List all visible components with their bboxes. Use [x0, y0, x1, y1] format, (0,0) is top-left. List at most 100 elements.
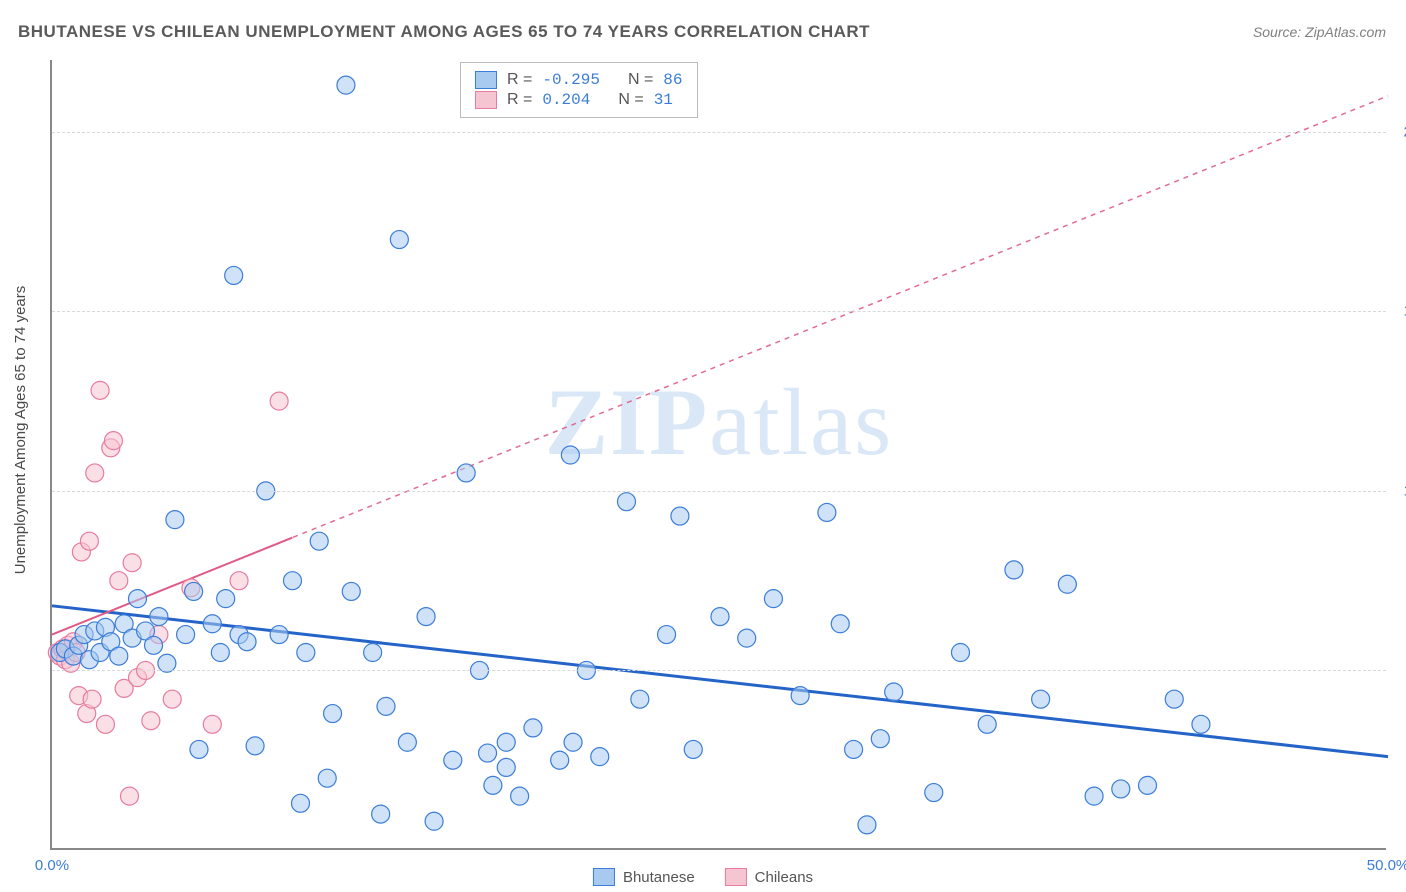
scatter-point	[310, 532, 328, 550]
scatter-point	[497, 733, 515, 751]
scatter-point	[123, 554, 141, 572]
scatter-point	[511, 787, 529, 805]
scatter-chart	[52, 60, 1388, 850]
scatter-point	[1112, 780, 1130, 798]
gridline-h	[52, 491, 1386, 492]
scatter-point	[617, 493, 635, 511]
scatter-point	[96, 715, 114, 733]
y-tick-label: 15.0%	[1391, 303, 1406, 320]
gridline-h	[52, 670, 1386, 671]
scatter-point	[398, 733, 416, 751]
scatter-point	[80, 532, 98, 550]
scatter-point	[203, 715, 221, 733]
scatter-point	[444, 751, 462, 769]
scatter-point	[738, 629, 756, 647]
gridline-h	[52, 311, 1386, 312]
legend-label: Bhutanese	[623, 869, 695, 886]
correlation-stats-box: R = -0.295 N = 86 R = 0.204 N = 31	[460, 62, 698, 118]
legend-bottom: Bhutanese Chileans	[593, 868, 813, 886]
scatter-point	[372, 805, 390, 823]
scatter-point	[858, 816, 876, 834]
swatch-blue	[475, 71, 497, 89]
r-value: -0.295	[542, 71, 600, 89]
scatter-point	[1032, 690, 1050, 708]
scatter-point	[484, 776, 502, 794]
trend-line-bhutanese	[52, 606, 1388, 757]
swatch-blue	[593, 868, 615, 886]
legend-item-bhutanese: Bhutanese	[593, 868, 695, 886]
n-value: 31	[654, 91, 673, 109]
scatter-point	[1192, 715, 1210, 733]
scatter-point	[561, 446, 579, 464]
scatter-point	[145, 636, 163, 654]
scatter-point	[425, 812, 443, 830]
scatter-point	[764, 590, 782, 608]
scatter-point	[318, 769, 336, 787]
scatter-point	[211, 644, 229, 662]
n-value: 86	[663, 71, 682, 89]
scatter-point	[845, 740, 863, 758]
scatter-point	[297, 644, 315, 662]
stats-row-bhutanese: R = -0.295 N = 86	[475, 71, 683, 89]
scatter-point	[631, 690, 649, 708]
n-label: N =	[628, 71, 653, 89]
scatter-point	[83, 690, 101, 708]
scatter-point	[246, 737, 264, 755]
swatch-pink	[725, 868, 747, 886]
scatter-point	[270, 626, 288, 644]
scatter-point	[978, 715, 996, 733]
scatter-point	[166, 511, 184, 529]
scatter-point	[342, 582, 360, 600]
n-label: N =	[618, 91, 643, 109]
scatter-point	[283, 572, 301, 590]
r-value: 0.204	[542, 91, 590, 109]
y-axis-label: Unemployment Among Ages 65 to 74 years	[12, 286, 29, 575]
scatter-point	[497, 758, 515, 776]
scatter-point	[457, 464, 475, 482]
chart-title: BHUTANESE VS CHILEAN UNEMPLOYMENT AMONG …	[18, 22, 870, 42]
legend-label: Chileans	[755, 869, 813, 886]
scatter-point	[925, 784, 943, 802]
scatter-point	[120, 787, 138, 805]
scatter-point	[658, 626, 676, 644]
scatter-point	[1005, 561, 1023, 579]
scatter-point	[337, 76, 355, 94]
scatter-point	[91, 381, 109, 399]
scatter-point	[818, 503, 836, 521]
scatter-point	[86, 464, 104, 482]
scatter-point	[291, 794, 309, 812]
scatter-point	[270, 392, 288, 410]
scatter-point	[225, 266, 243, 284]
scatter-point	[163, 690, 181, 708]
scatter-point	[684, 740, 702, 758]
scatter-point	[377, 697, 395, 715]
scatter-point	[142, 712, 160, 730]
scatter-point	[1058, 575, 1076, 593]
scatter-point	[711, 608, 729, 626]
gridline-h	[52, 132, 1386, 133]
scatter-point	[591, 748, 609, 766]
y-tick-label: 5.0%	[1391, 662, 1406, 679]
scatter-point	[203, 615, 221, 633]
scatter-point	[364, 644, 382, 662]
scatter-point	[791, 687, 809, 705]
scatter-point	[831, 615, 849, 633]
scatter-point	[104, 432, 122, 450]
scatter-point	[1165, 690, 1183, 708]
scatter-point	[564, 733, 582, 751]
scatter-point	[324, 705, 342, 723]
x-tick-label: 0.0%	[35, 857, 69, 874]
y-tick-label: 10.0%	[1391, 482, 1406, 499]
scatter-point	[129, 590, 147, 608]
r-label: R =	[507, 71, 532, 89]
source-attribution: Source: ZipAtlas.com	[1253, 24, 1386, 40]
scatter-point	[390, 231, 408, 249]
scatter-point	[230, 572, 248, 590]
scatter-point	[150, 608, 168, 626]
scatter-point	[871, 730, 889, 748]
scatter-point	[110, 572, 128, 590]
scatter-point	[885, 683, 903, 701]
scatter-point	[190, 740, 208, 758]
swatch-pink	[475, 91, 497, 109]
scatter-point	[238, 633, 256, 651]
